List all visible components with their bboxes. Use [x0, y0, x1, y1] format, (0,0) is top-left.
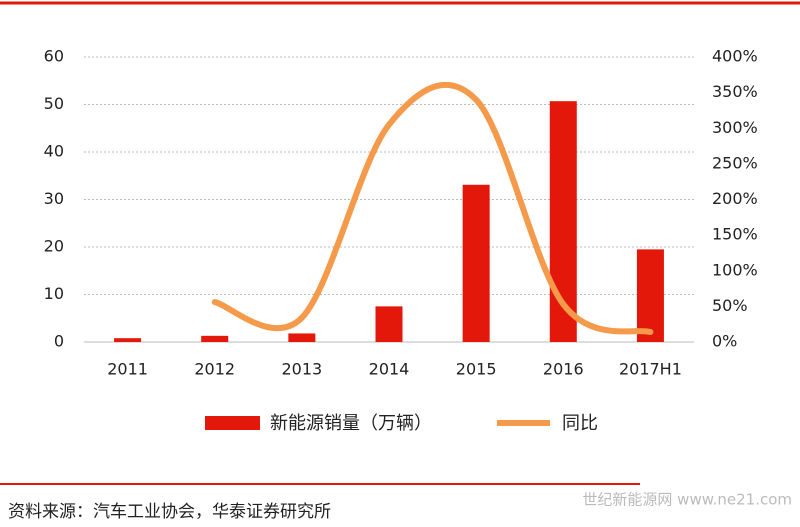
bar [375, 306, 403, 342]
x-tick-label: 2013 [281, 360, 322, 379]
x-tick-label: 2014 [369, 360, 410, 379]
x-tick-label: 2012 [194, 360, 235, 379]
y2-tick-label: 350% [712, 82, 758, 101]
y2-tick-label: 50% [712, 296, 748, 315]
bar [288, 333, 316, 342]
y-tick-label: 50 [44, 94, 64, 113]
legend-label: 同比 [562, 413, 598, 434]
legend-swatch [205, 416, 260, 430]
x-tick-label: 2016 [543, 360, 584, 379]
bar [201, 335, 229, 342]
y-tick-label: 0 [54, 332, 64, 351]
y2-tick-label: 200% [712, 189, 758, 208]
y-tick-label: 20 [44, 237, 64, 256]
bar [462, 184, 490, 342]
line [211, 81, 654, 336]
legend-label: 新能源销量（万辆） [270, 413, 432, 434]
y2-tick-label: 400% [712, 47, 758, 66]
y2-tick-label: 300% [712, 118, 758, 137]
y-tick-label: 60 [44, 47, 64, 66]
source: 资料来源：汽车工业协会，华泰证券研究所 [8, 502, 331, 522]
y2-tick-label: 100% [712, 260, 758, 279]
y2-tick-label: 250% [712, 153, 758, 172]
y2-tick-label: 0% [712, 332, 737, 351]
x-tick-label: 2017H1 [619, 360, 682, 379]
y2-tick-label: 150% [712, 225, 758, 244]
x-tick-label: 2015 [456, 360, 497, 379]
y-tick-label: 10 [44, 284, 64, 303]
y-tick-label: 40 [44, 142, 64, 161]
y-tick-label: 30 [44, 189, 64, 208]
x-tick-label: 2011 [107, 360, 148, 379]
bar [114, 338, 142, 342]
watermark: 世纪新能源网 www.ne21.com [582, 491, 792, 509]
bar [636, 249, 664, 342]
